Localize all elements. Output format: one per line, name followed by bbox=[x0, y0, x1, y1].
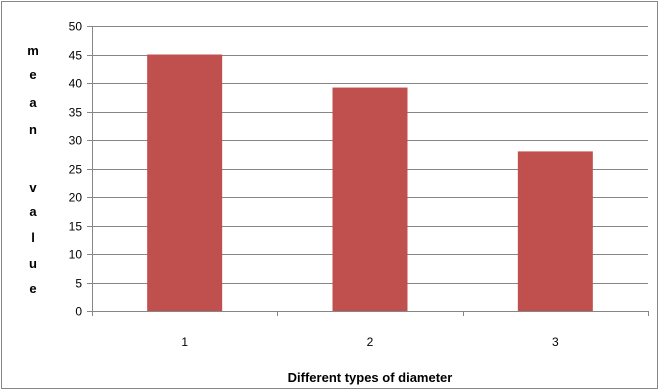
y-axis-title-letter: u bbox=[29, 256, 37, 271]
x-tick-label: 3 bbox=[552, 335, 559, 349]
x-tick-label: 1 bbox=[181, 335, 188, 349]
y-tick-label: 35 bbox=[69, 106, 83, 120]
bar bbox=[332, 87, 408, 311]
x-tick-label: 2 bbox=[367, 335, 374, 349]
y-axis-title-letter: a bbox=[29, 204, 37, 219]
y-axis-title-letter: e bbox=[29, 281, 37, 296]
y-axis-title-letter: m bbox=[27, 43, 39, 58]
y-tick-label: 0 bbox=[75, 305, 82, 319]
y-tick-label: 40 bbox=[69, 77, 83, 91]
y-axis-title-letter: l bbox=[31, 230, 35, 245]
y-tick-label: 15 bbox=[69, 220, 83, 234]
bar bbox=[517, 151, 593, 311]
bar bbox=[147, 54, 223, 311]
y-tick-label: 25 bbox=[69, 163, 83, 177]
y-tick-label: 10 bbox=[69, 248, 83, 262]
y-tick-label: 20 bbox=[69, 191, 83, 205]
y-axis-title-letter: n bbox=[29, 122, 37, 137]
x-axis-title: Different types of diameter bbox=[287, 370, 453, 385]
y-axis-title-letter: v bbox=[29, 180, 37, 195]
y-axis-title-letter: a bbox=[29, 95, 37, 110]
y-tick-label: 5 bbox=[75, 277, 82, 291]
y-tick-label: 45 bbox=[69, 49, 83, 63]
y-tick-label: 50 bbox=[69, 20, 83, 34]
y-tick-label: 30 bbox=[69, 134, 83, 148]
y-axis-title-letter: e bbox=[29, 67, 37, 82]
